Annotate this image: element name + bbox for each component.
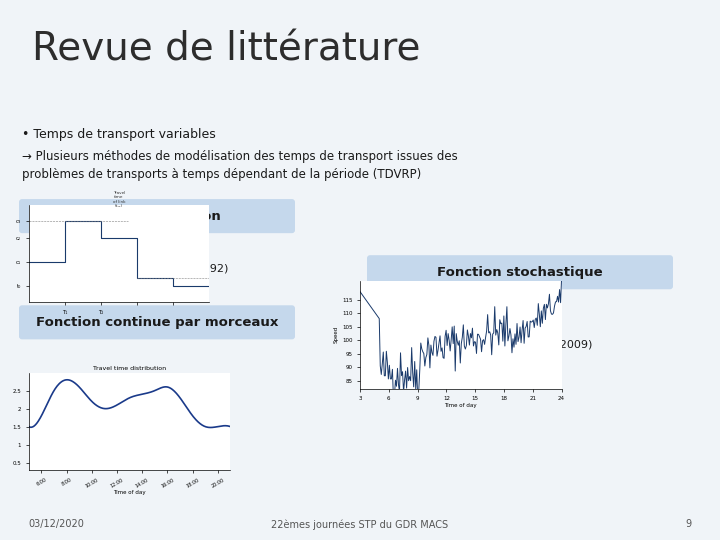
FancyBboxPatch shape bbox=[367, 255, 673, 289]
X-axis label: Time of day: Time of day bbox=[444, 403, 477, 408]
Text: (Malandraki & Dial, 1992): (Malandraki & Dial, 1992) bbox=[85, 263, 229, 273]
X-axis label: Time of day: Time of day bbox=[113, 490, 146, 495]
Text: 9: 9 bbox=[685, 519, 691, 529]
Text: 03/12/2020: 03/12/2020 bbox=[29, 519, 85, 529]
FancyBboxPatch shape bbox=[19, 199, 295, 233]
Text: Fonction échelon: Fonction échelon bbox=[93, 210, 221, 222]
Text: → Plusieurs méthodes de modélisation des temps de transport issues des
problèmes: → Plusieurs méthodes de modélisation des… bbox=[22, 150, 458, 181]
Text: Fonction stochastique: Fonction stochastique bbox=[437, 266, 603, 279]
Title: Travel time distribution: Travel time distribution bbox=[93, 366, 166, 371]
Text: (Lecluyse et al., 2009): (Lecluyse et al., 2009) bbox=[468, 340, 592, 350]
Text: Revue de littérature: Revue de littérature bbox=[32, 31, 421, 69]
Y-axis label: Speed: Speed bbox=[334, 326, 339, 343]
Text: Fonction continue par morceaux: Fonction continue par morceaux bbox=[36, 316, 278, 329]
Text: • Temps de transport variables: • Temps de transport variables bbox=[22, 128, 216, 141]
Text: (Donati et al., 2008): (Donati et al., 2008) bbox=[101, 429, 213, 438]
Text: Travel
time
of link
(t₁₂): Travel time of link (t₁₂) bbox=[112, 191, 125, 208]
Text: 22èmes journées STP du GDR MACS: 22èmes journées STP du GDR MACS bbox=[271, 519, 449, 530]
FancyBboxPatch shape bbox=[19, 305, 295, 339]
